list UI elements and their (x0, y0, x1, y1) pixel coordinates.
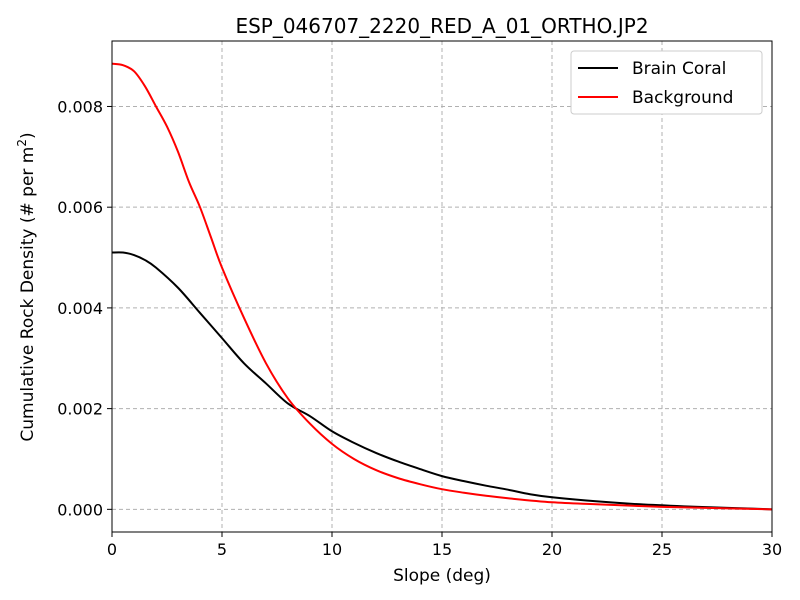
x-tick-label: 20 (542, 540, 562, 559)
y-tick-label: 0.008 (57, 97, 103, 116)
chart-title: ESP_046707_2220_RED_A_01_ORTHO.JP2 (235, 14, 648, 38)
y-axis-label-main: Cumulative Rock Density (# per m (18, 147, 38, 442)
y-tick-label: 0.004 (57, 299, 103, 318)
x-tick-label: 30 (762, 540, 782, 559)
y-axis-label-tail: ) (18, 132, 38, 139)
series-lines (111, 62, 773, 511)
x-tick-label: 25 (652, 540, 672, 559)
x-tick-label: 15 (432, 540, 452, 559)
y-axis-label-superscript: 2 (15, 139, 29, 147)
legend: Brain Coral Background (570, 50, 763, 115)
y-tick-label: 0.002 (57, 400, 103, 419)
x-tick-label: 5 (217, 540, 227, 559)
series-line-brain-coral (111, 251, 773, 511)
y-tick-label: 0.000 (57, 500, 103, 519)
series-line-background (111, 62, 773, 511)
x-axis-label: Slope (deg) (393, 566, 491, 586)
y-axis-label: Cumulative Rock Density (# per m2) (15, 132, 38, 441)
grid-lines (111, 41, 773, 532)
legend-box (570, 50, 763, 115)
axis-ticks: 0 5 10 15 20 25 30 0.000 0.002 0.004 0.006 0.008 (57, 97, 782, 559)
x-tick-label: 0 (107, 540, 117, 559)
legend-label-background: Background (632, 88, 733, 108)
legend-label-brain-coral: Brain Coral (632, 59, 726, 79)
y-tick-label: 0.006 (57, 198, 103, 217)
x-tick-label: 10 (322, 540, 342, 559)
